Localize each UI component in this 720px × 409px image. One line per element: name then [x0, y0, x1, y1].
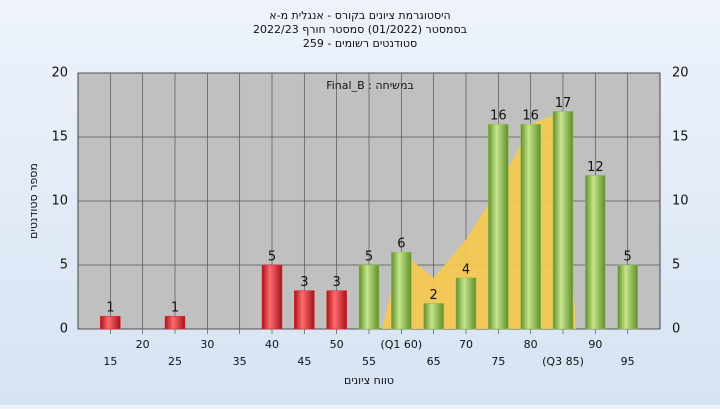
x-tick-label: 45 — [297, 355, 311, 368]
x-tick-label: 20 — [136, 338, 150, 351]
bar — [455, 277, 477, 330]
y-axis-label: מספר סטודנטים — [27, 163, 40, 239]
value-label: 1 — [171, 301, 179, 316]
y-tick-label: 20 — [51, 66, 68, 81]
x-tick-label: 50 — [330, 338, 344, 351]
y-tick-label: 0 — [60, 322, 68, 337]
bar — [423, 303, 444, 330]
x-tick-label: 65 — [427, 355, 441, 368]
bar — [261, 264, 283, 330]
x-tick-label: (Q3 85) — [542, 355, 584, 368]
x-tick-label: 15 — [103, 355, 117, 368]
y-tick-label: 15 — [672, 130, 689, 145]
value-label: 3 — [300, 275, 308, 290]
x-tick-label: 75 — [491, 355, 505, 368]
x-tick-label: 40 — [265, 338, 279, 351]
value-label: 16 — [522, 109, 539, 124]
annotation: במשיחה : Final_B — [326, 79, 414, 92]
bar — [294, 290, 315, 330]
y-tick-label: 20 — [672, 66, 689, 81]
y-tick-label: 15 — [51, 130, 68, 145]
bar — [488, 123, 509, 330]
y-tick-label: 5 — [672, 258, 680, 273]
y-tick-label: 0 — [672, 322, 680, 337]
value-label: 5 — [268, 250, 276, 265]
x-tick-label: 30 — [200, 338, 214, 351]
x-tick-label: 90 — [588, 338, 602, 351]
value-label: 12 — [587, 160, 604, 175]
value-label: 3 — [333, 275, 341, 290]
x-tick-label: 80 — [524, 338, 538, 351]
x-axis-label: טווח ציונים — [344, 374, 394, 387]
x-tick-label: 35 — [233, 355, 247, 368]
x-tick-label: (Q1 60) — [380, 338, 422, 351]
chart-subtitle: סטודנטים רשומים - 259 — [303, 37, 417, 50]
bar — [585, 175, 606, 330]
value-label: 16 — [490, 109, 507, 124]
bar — [552, 111, 574, 330]
bar — [617, 264, 638, 330]
value-label: 2 — [430, 288, 438, 303]
x-tick-label: 70 — [459, 338, 473, 351]
value-label: 5 — [624, 250, 632, 265]
value-label: 5 — [365, 250, 373, 265]
chart-title: היסטוגרמת ציונים בקורס - אנגלית מ-א — [269, 9, 451, 22]
value-label: 4 — [462, 262, 470, 277]
bar — [164, 315, 186, 330]
value-label: 1 — [106, 301, 114, 316]
x-tick-label: 55 — [362, 355, 376, 368]
y-tick-label: 10 — [672, 194, 689, 209]
chart-subtitle: בסמסטר (01/2022) סמסטר חורף 2022/23 — [253, 23, 467, 36]
x-tick-label: 25 — [168, 355, 182, 368]
value-label: 17 — [555, 96, 572, 111]
x-tick-label: 95 — [621, 355, 635, 368]
bar — [326, 290, 347, 330]
bar — [391, 251, 412, 330]
bar — [520, 123, 541, 330]
y-tick-label: 10 — [51, 194, 68, 209]
bar — [100, 315, 121, 330]
y-tick-label: 5 — [60, 258, 68, 273]
bar — [358, 264, 380, 330]
value-label: 6 — [397, 237, 405, 252]
